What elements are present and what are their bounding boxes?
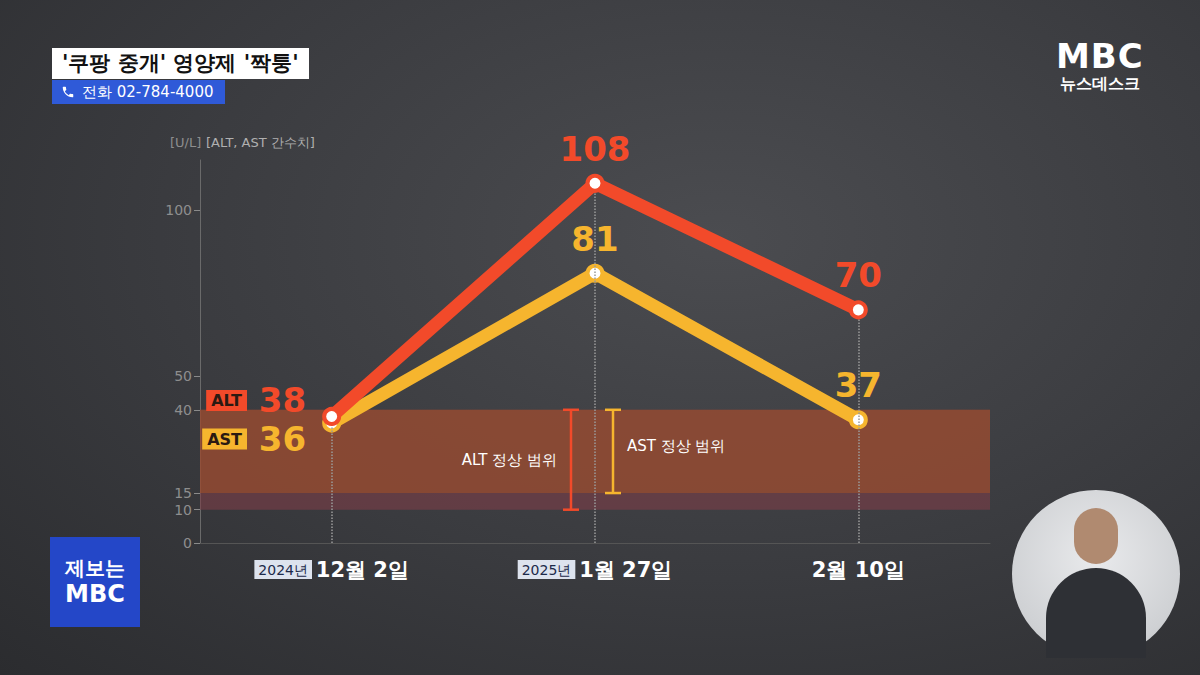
svg-text:108: 108: [560, 129, 631, 169]
svg-text:15: 15: [174, 485, 192, 501]
svg-text:100: 100: [165, 202, 192, 218]
html-text:MBC: MBC: [1056, 36, 1144, 76]
svg-text:70: 70: [835, 255, 882, 295]
svg-text:40: 40: [174, 402, 192, 418]
svg-text:12월 2일: 12월 2일: [316, 558, 409, 582]
svg-text:38: 38: [259, 380, 306, 420]
svg-text:0: 0: [183, 535, 192, 551]
svg-text:2월 10일: 2월 10일: [812, 558, 905, 582]
svg-text:AST 정상 범위: AST 정상 범위: [627, 437, 725, 455]
html-text:'쿠팡 중개' 영양제 '짝퉁': '쿠팡 중개' 영양제 '짝퉁': [62, 51, 299, 75]
svg-text:ALT 정상 범위: ALT 정상 범위: [462, 451, 557, 469]
svg-text:[ALT, AST 간수치]: [ALT, AST 간수치]: [206, 135, 315, 150]
html-text:제보는: 제보는: [65, 556, 125, 580]
svg-text:1월 27일: 1월 27일: [579, 558, 672, 582]
svg-text:10: 10: [174, 502, 192, 518]
svg-text:AST: AST: [207, 430, 242, 449]
html-text:전화 02-784-4000: 전화 02-784-4000: [82, 83, 214, 101]
html-text:MBC: MBC: [65, 580, 125, 608]
svg-text:ALT: ALT: [211, 391, 242, 410]
svg-text:37: 37: [834, 365, 882, 406]
svg-text:36: 36: [259, 419, 306, 459]
svg-text:[U/L]: [U/L]: [170, 135, 201, 150]
svg-text:2025년: 2025년: [522, 562, 572, 578]
svg-text:2024년: 2024년: [258, 562, 308, 578]
svg-text:50: 50: [174, 368, 192, 384]
html-text:뉴스데스크: 뉴스데스크: [1059, 74, 1140, 93]
svg-text:81: 81: [571, 218, 619, 259]
